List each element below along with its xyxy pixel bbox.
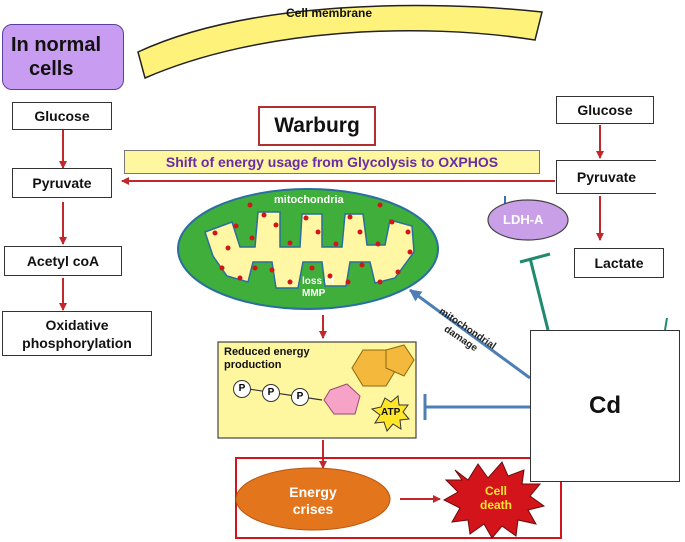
energy-title: Reduced energy production bbox=[224, 346, 310, 372]
normal-cells-title: In normal cells bbox=[2, 24, 124, 90]
energy-crises-label: Energy crises bbox=[266, 484, 360, 518]
energy-crises-ellipse bbox=[235, 467, 391, 531]
cadmium-box: Cd bbox=[530, 330, 680, 482]
right-glucose-box: Glucose bbox=[556, 96, 654, 124]
cell-death-burst bbox=[442, 461, 546, 539]
cell-membrane bbox=[137, 4, 543, 80]
atp-burst bbox=[370, 395, 410, 432]
normal-cells-line1: In normal bbox=[11, 34, 102, 56]
energy-title-line2: production bbox=[224, 359, 282, 371]
arrow-mito-damage bbox=[409, 288, 531, 380]
cell-death-label: Cell death bbox=[472, 484, 520, 512]
mitochondrion-dots bbox=[212, 202, 413, 285]
lactate-box: Lactate bbox=[574, 248, 664, 278]
phosphate-3: P bbox=[291, 388, 309, 406]
inhibit-bar-ldh bbox=[519, 252, 551, 264]
inhibit-line-right bbox=[664, 317, 668, 331]
ribose-pentagon bbox=[323, 383, 361, 415]
energy-crises-line1: Energy bbox=[289, 484, 337, 500]
loss-mmp-line1: loss of bbox=[302, 276, 335, 287]
normal-cells-line2: cells bbox=[29, 58, 74, 80]
warburg-title: Warburg bbox=[258, 106, 376, 146]
left-glucose-box: Glucose bbox=[12, 102, 112, 130]
right-pyruvate-box: Pyruvate bbox=[556, 160, 656, 194]
ldh-ellipse bbox=[487, 199, 569, 241]
left-pyruvate-box: Pyruvate bbox=[12, 168, 112, 198]
energy-crises-line2: crises bbox=[292, 501, 334, 517]
loss-mmp-line2: MMP bbox=[302, 288, 326, 299]
atp-label: ATP bbox=[381, 407, 401, 418]
cell-death-line1: Cell bbox=[484, 484, 507, 498]
oxphos-line1: Oxidative bbox=[45, 316, 109, 333]
mitochondria-label: mitochondria bbox=[274, 194, 344, 206]
warburg-banner: Shift of energy usage from Glycolysis to… bbox=[124, 150, 540, 174]
cell-death-line2: death bbox=[479, 498, 512, 512]
oxphos-line2: phosphorylation bbox=[22, 334, 132, 351]
inhibit-line-ldh bbox=[528, 257, 550, 331]
energy-title-line1: Reduced energy bbox=[224, 346, 310, 358]
phosphate-1: P bbox=[233, 380, 251, 398]
ldh-label: LDH-A bbox=[503, 212, 544, 227]
membrane-label: Cell membrane bbox=[286, 6, 373, 20]
phosphate-2: P bbox=[262, 384, 280, 402]
loss-mmp-label: loss of MMP bbox=[302, 276, 334, 300]
oxphos-box: Oxidative phosphorylation bbox=[2, 311, 152, 356]
adenine-pentagon bbox=[385, 344, 415, 377]
acetyl-coa-box: Acetyl coA bbox=[4, 246, 122, 276]
